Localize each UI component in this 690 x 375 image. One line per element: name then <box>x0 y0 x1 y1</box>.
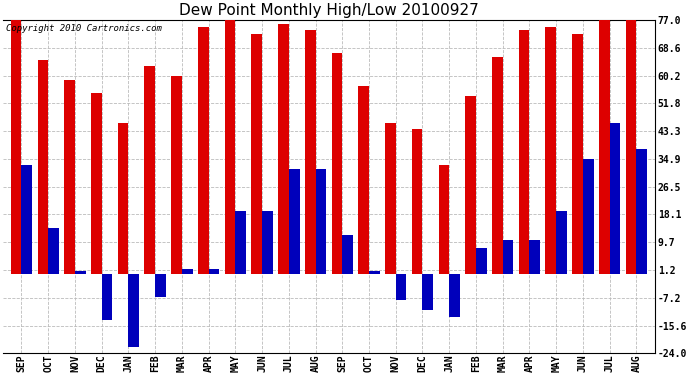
Bar <box>37 60 48 274</box>
Bar <box>503 240 513 274</box>
Bar <box>546 27 556 274</box>
Bar <box>118 123 128 274</box>
Bar <box>519 30 529 274</box>
Bar <box>583 159 593 274</box>
Bar <box>64 80 75 274</box>
Bar <box>289 169 299 274</box>
Bar <box>412 129 422 274</box>
Bar <box>465 96 476 274</box>
Bar <box>144 66 155 274</box>
Bar <box>101 274 112 320</box>
Bar <box>128 274 139 346</box>
Bar <box>91 93 101 274</box>
Bar <box>305 30 315 274</box>
Bar <box>171 76 182 274</box>
Bar <box>342 234 353 274</box>
Bar <box>385 123 396 274</box>
Bar <box>396 274 406 300</box>
Bar <box>155 274 166 297</box>
Bar <box>315 169 326 274</box>
Bar <box>235 211 246 274</box>
Bar <box>610 123 620 274</box>
Bar <box>21 165 32 274</box>
Bar <box>48 228 59 274</box>
Bar <box>75 271 86 274</box>
Bar <box>572 33 583 274</box>
Bar <box>208 269 219 274</box>
Bar <box>439 165 449 274</box>
Bar <box>332 53 342 274</box>
Bar <box>529 240 540 274</box>
Title: Dew Point Monthly High/Low 20100927: Dew Point Monthly High/Low 20100927 <box>179 3 479 18</box>
Bar <box>599 20 610 274</box>
Bar <box>11 20 21 274</box>
Bar <box>476 248 486 274</box>
Bar <box>369 271 380 274</box>
Bar <box>182 269 193 274</box>
Text: Copyright 2010 Cartronics.com: Copyright 2010 Cartronics.com <box>6 24 162 33</box>
Bar <box>626 20 636 274</box>
Bar <box>262 211 273 274</box>
Bar <box>492 57 503 274</box>
Bar <box>422 274 433 310</box>
Bar <box>449 274 460 317</box>
Bar <box>251 33 262 274</box>
Bar <box>556 211 567 274</box>
Bar <box>636 149 647 274</box>
Bar <box>358 86 369 274</box>
Bar <box>278 24 289 274</box>
Bar <box>198 27 208 274</box>
Bar <box>225 20 235 274</box>
